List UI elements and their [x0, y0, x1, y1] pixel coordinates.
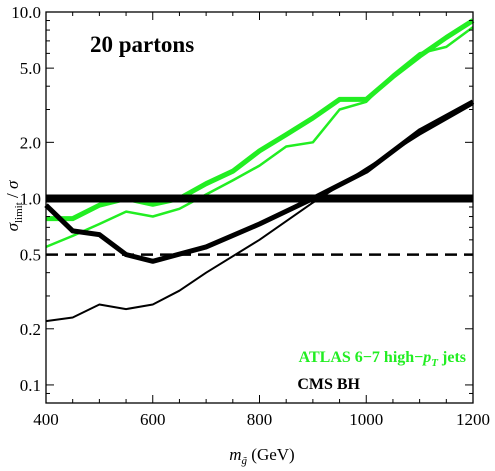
y-tick-label: 0.1	[20, 376, 41, 395]
panel-title: 20 partons	[90, 32, 194, 57]
plot-frame	[45, 11, 474, 404]
reference-lines	[46, 194, 473, 256]
axis-ticks: 400 600 800 1000 1200 0.1 0.2 0.5 1.0 2.0 5.0 10.0	[11, 3, 490, 429]
y-axis-label: σlimit / σ	[3, 180, 25, 231]
y-tick-label: 1.0	[20, 189, 41, 208]
x-tick-label: 400	[33, 410, 59, 429]
legend-cms-label: CMS BH	[297, 376, 360, 393]
x-tick-label: 800	[247, 410, 273, 429]
x-tick-label: 1200	[456, 410, 490, 429]
y-tick-label: 0.2	[20, 320, 41, 339]
y-tick-label: 0.5	[20, 246, 41, 265]
x-tick-label: 600	[140, 410, 166, 429]
y-tick-label: 2.0	[20, 133, 41, 152]
y-tick-label: 10.0	[11, 3, 41, 22]
x-axis-label: mg̃ (GeV)	[229, 445, 294, 467]
series-line-4	[45, 103, 474, 323]
y-tick-label: 5.0	[20, 59, 41, 78]
series-line-2	[45, 26, 474, 249]
legend-atlas-label: ATLAS 6−7 high−pT jets	[299, 349, 466, 369]
series-line-3	[44, 99, 475, 264]
series-layer	[44, 18, 475, 323]
x-tick-label: 1000	[349, 410, 383, 429]
